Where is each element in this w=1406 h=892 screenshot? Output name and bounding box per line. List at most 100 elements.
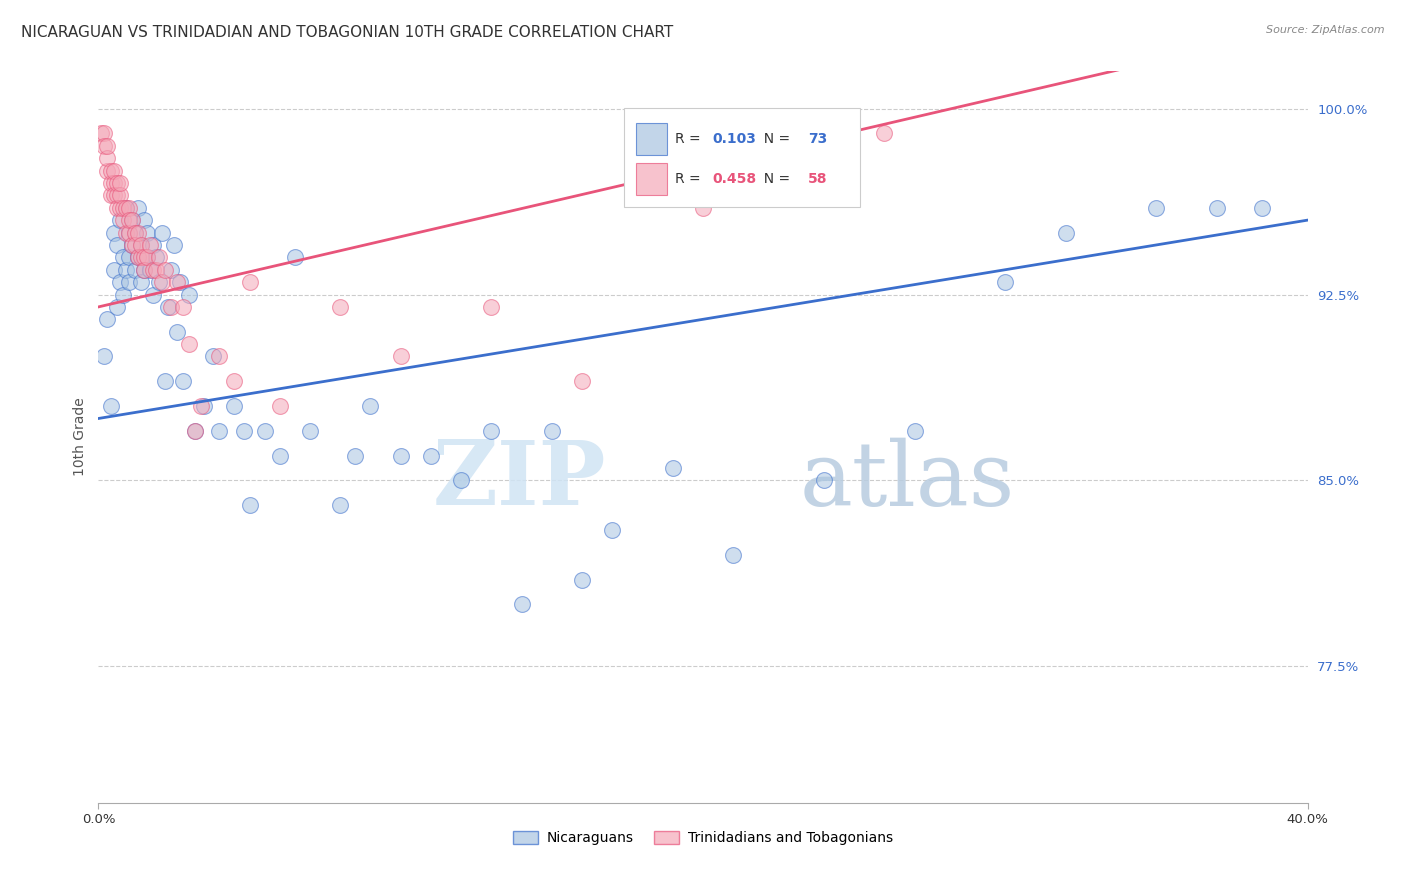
Point — [103, 188, 125, 202]
Point — [360, 399, 382, 413]
Point — [108, 188, 131, 202]
Point — [1054, 226, 1077, 240]
Point — [284, 250, 307, 264]
Point — [108, 275, 131, 289]
Point — [108, 176, 131, 190]
Point — [329, 300, 352, 314]
Point — [105, 238, 128, 252]
Point — [150, 275, 173, 289]
Point — [105, 201, 128, 215]
Point — [540, 424, 562, 438]
Text: N =: N = — [755, 132, 794, 146]
Point — [93, 350, 115, 364]
Point — [813, 474, 835, 488]
Point — [114, 201, 136, 215]
Point — [190, 399, 212, 413]
Point — [93, 126, 115, 140]
Point — [202, 350, 225, 364]
Point — [127, 250, 149, 264]
Point — [450, 474, 472, 488]
Point — [105, 176, 128, 190]
Point — [208, 350, 231, 364]
Point — [602, 523, 624, 537]
Point — [90, 126, 112, 140]
Point — [124, 226, 146, 240]
Point — [163, 238, 186, 252]
Point — [127, 226, 149, 240]
Point — [127, 250, 149, 264]
Text: 58: 58 — [808, 172, 828, 186]
Text: R =: R = — [675, 172, 706, 186]
Point — [184, 424, 207, 438]
Point — [121, 238, 143, 252]
Point — [172, 300, 194, 314]
Point — [118, 201, 141, 215]
Point — [124, 262, 146, 277]
Point — [111, 287, 134, 301]
Y-axis label: 10th Grade: 10th Grade — [73, 398, 87, 476]
Text: NICARAGUAN VS TRINIDADIAN AND TOBAGONIAN 10TH GRADE CORRELATION CHART: NICARAGUAN VS TRINIDADIAN AND TOBAGONIAN… — [21, 25, 673, 40]
Point — [100, 399, 122, 413]
FancyBboxPatch shape — [637, 123, 666, 155]
Point — [103, 176, 125, 190]
Point — [723, 548, 745, 562]
Point — [135, 226, 157, 240]
Point — [132, 250, 155, 264]
Point — [224, 374, 246, 388]
Point — [166, 275, 188, 289]
Point — [100, 163, 122, 178]
Text: ZIP: ZIP — [433, 437, 606, 524]
Text: atlas: atlas — [800, 437, 1015, 524]
Point — [253, 424, 276, 438]
Point — [129, 275, 152, 289]
Point — [179, 287, 201, 301]
Point — [103, 163, 125, 178]
Point — [153, 262, 176, 277]
Point — [269, 449, 291, 463]
Point — [124, 238, 146, 252]
Point — [239, 498, 262, 512]
Point — [114, 226, 136, 240]
Point — [103, 226, 125, 240]
Point — [100, 188, 122, 202]
Point — [153, 374, 176, 388]
Point — [139, 238, 162, 252]
Point — [224, 399, 246, 413]
Point — [121, 213, 143, 227]
Point — [103, 262, 125, 277]
Point — [1251, 201, 1274, 215]
Text: N =: N = — [755, 172, 794, 186]
Point — [118, 226, 141, 240]
Point — [111, 213, 134, 227]
Point — [239, 275, 262, 289]
Point — [166, 325, 188, 339]
Point — [481, 424, 503, 438]
Point — [142, 262, 165, 277]
Point — [169, 275, 191, 289]
Point — [184, 424, 207, 438]
Point — [105, 300, 128, 314]
Point — [139, 262, 162, 277]
Point — [96, 163, 118, 178]
Point — [114, 262, 136, 277]
Point — [118, 226, 141, 240]
Point — [179, 337, 201, 351]
Point — [108, 201, 131, 215]
Point — [129, 238, 152, 252]
Point — [156, 300, 179, 314]
Text: 0.458: 0.458 — [713, 172, 756, 186]
Point — [142, 287, 165, 301]
Point — [129, 250, 152, 264]
Text: Source: ZipAtlas.com: Source: ZipAtlas.com — [1267, 25, 1385, 35]
Point — [389, 350, 412, 364]
Point — [208, 424, 231, 438]
Point — [132, 262, 155, 277]
Point — [145, 262, 167, 277]
Point — [510, 598, 533, 612]
Point — [172, 374, 194, 388]
Point — [994, 275, 1017, 289]
Point — [124, 226, 146, 240]
Point — [118, 275, 141, 289]
Point — [96, 138, 118, 153]
Point — [114, 201, 136, 215]
